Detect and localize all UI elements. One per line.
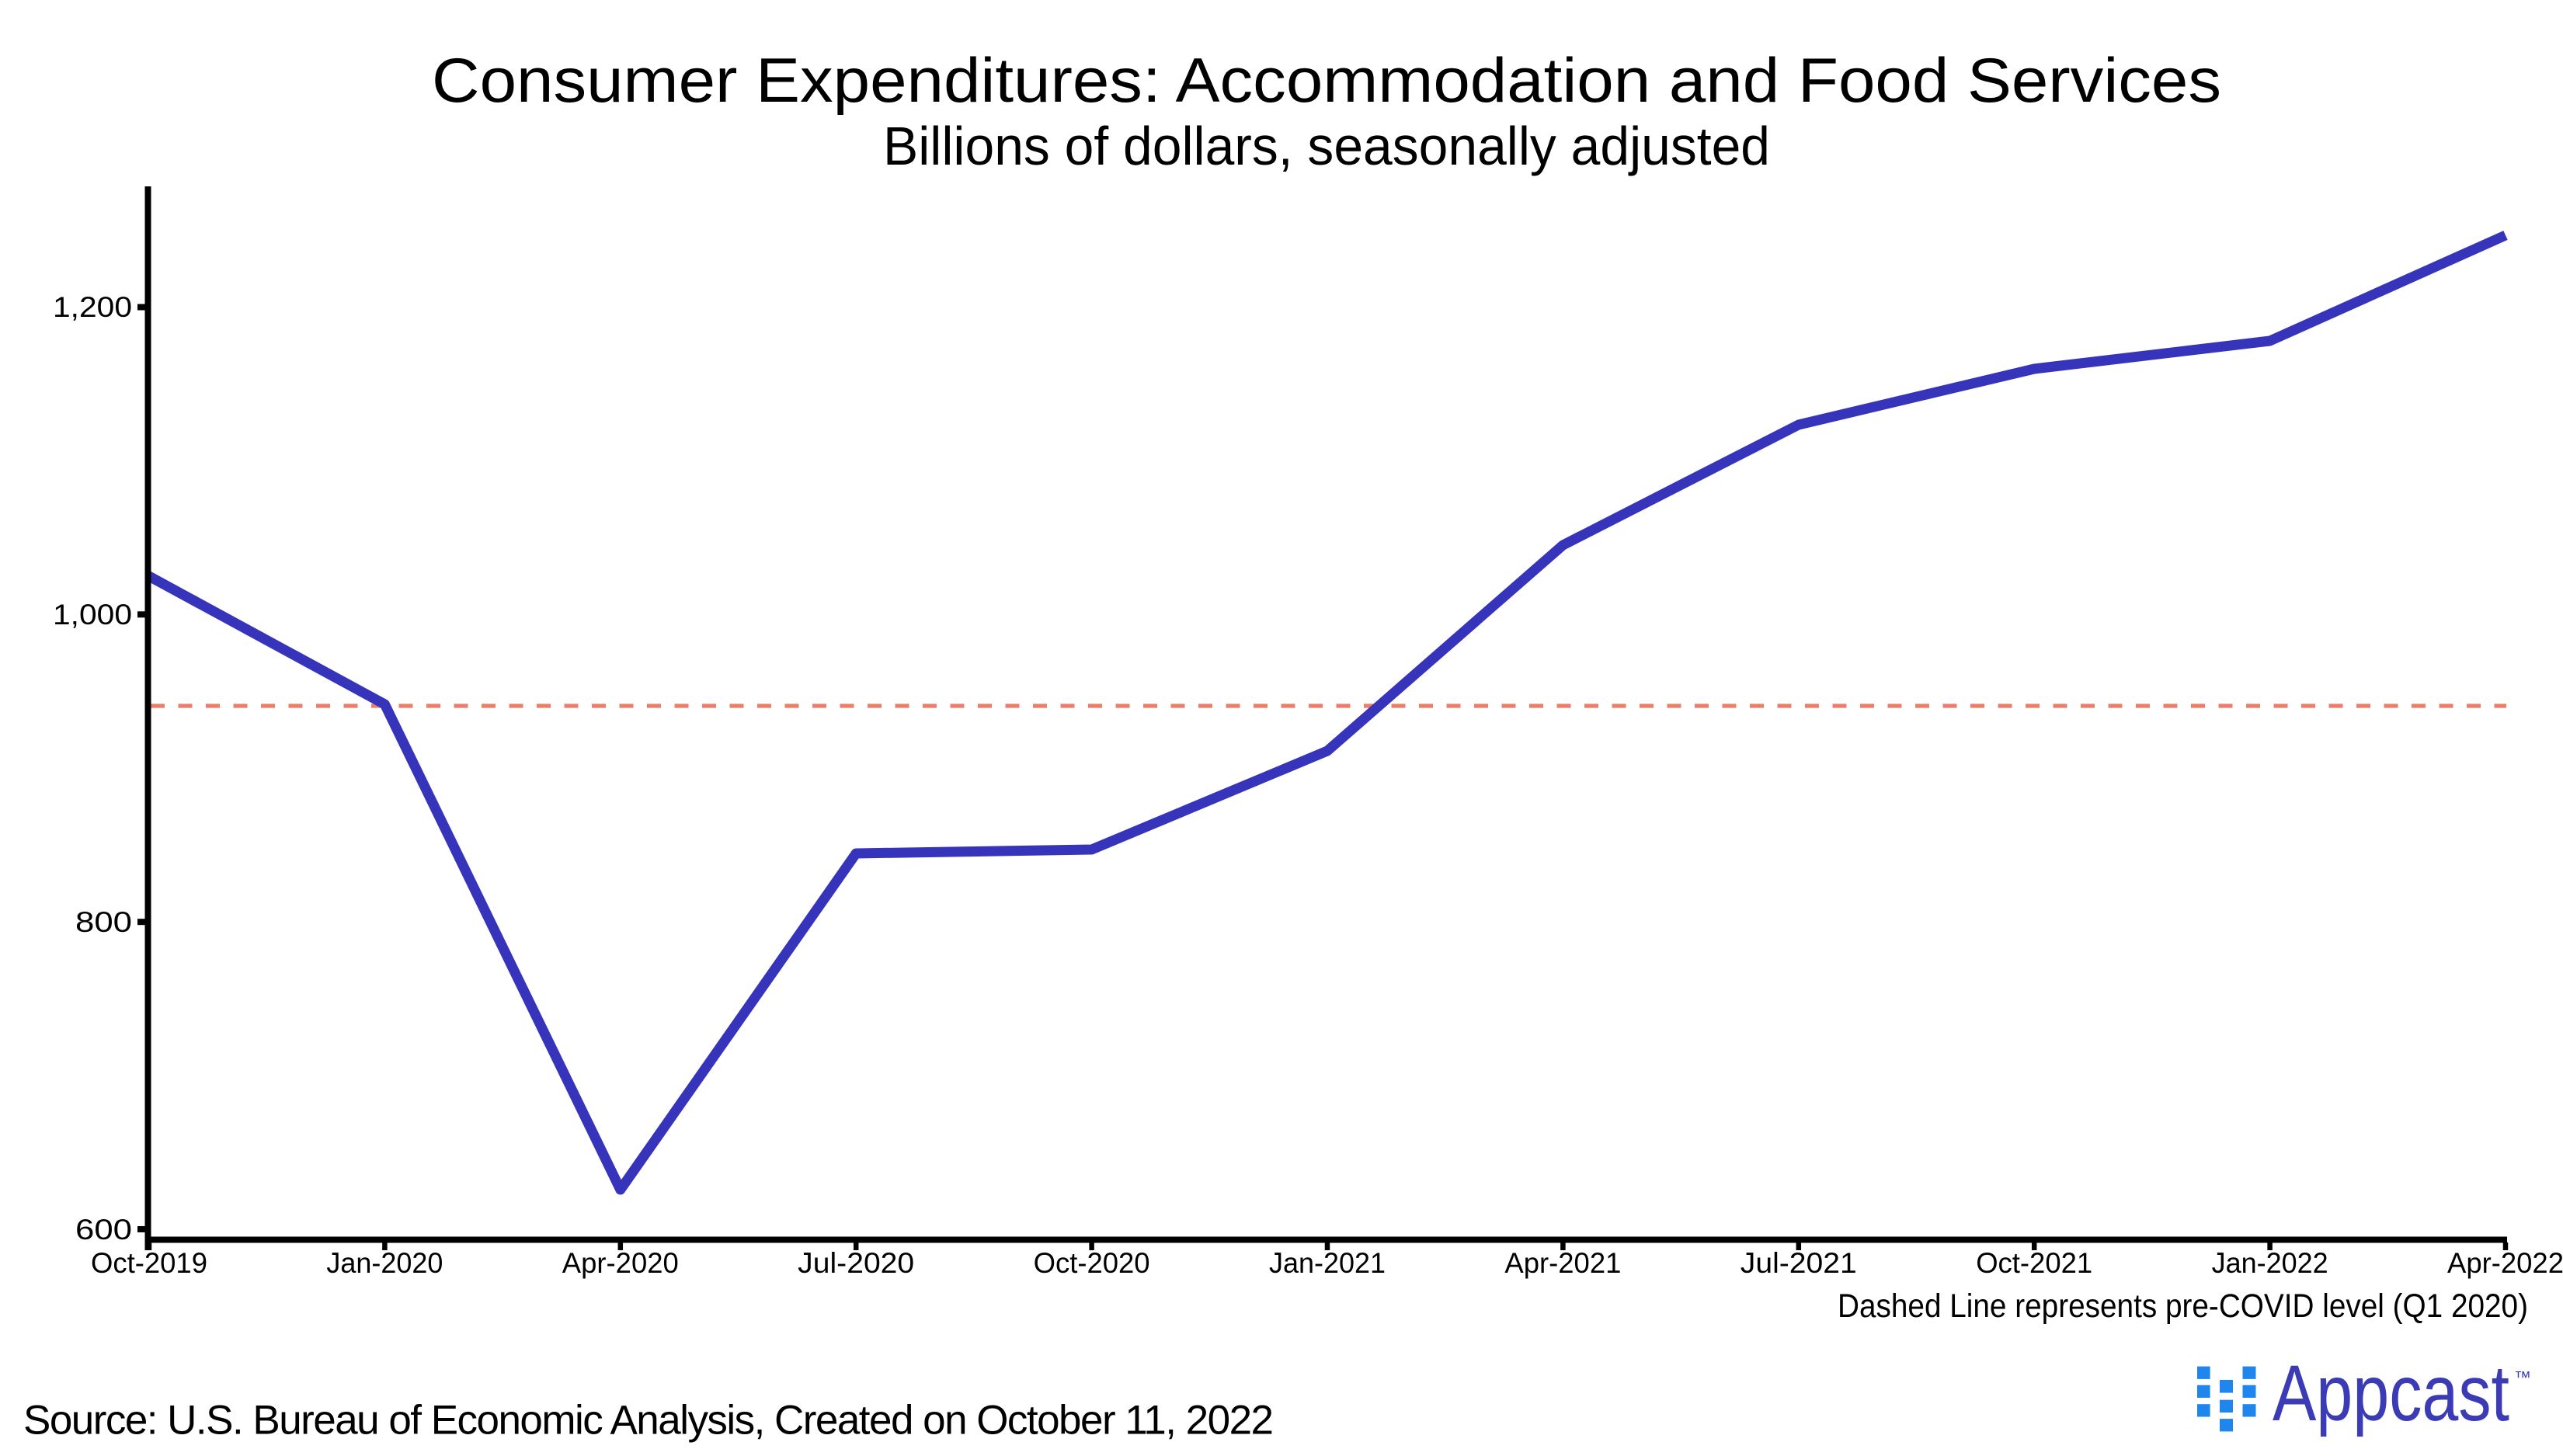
svg-text:1,000: 1,000 bbox=[53, 599, 132, 631]
svg-text:Oct-2021: Oct-2021 bbox=[1976, 1247, 2092, 1279]
svg-text:Appcast: Appcast bbox=[2273, 1349, 2509, 1437]
svg-text:Dashed Line represents pre-COV: Dashed Line represents pre-COVID level (… bbox=[1838, 1287, 2528, 1325]
svg-text:Jan-2021: Jan-2021 bbox=[1269, 1247, 1386, 1279]
svg-text:Oct-2020: Oct-2020 bbox=[1034, 1247, 1150, 1279]
svg-text:Jan-2022: Jan-2022 bbox=[2212, 1247, 2328, 1279]
svg-text:800: 800 bbox=[75, 906, 132, 938]
svg-text:Apr-2020: Apr-2020 bbox=[562, 1247, 679, 1279]
svg-text:Consumer Expenditures: Accommo: Consumer Expenditures: Accommodation and… bbox=[432, 46, 2221, 116]
svg-text:Apr-2022: Apr-2022 bbox=[2447, 1247, 2563, 1279]
svg-text:Oct-2019: Oct-2019 bbox=[91, 1247, 207, 1279]
svg-text:™: ™ bbox=[2514, 1367, 2531, 1387]
svg-text:600: 600 bbox=[75, 1214, 132, 1246]
svg-text:Billions of dollars, seasonall: Billions of dollars, seasonally adjusted bbox=[883, 116, 1770, 176]
svg-text:Source: U.S. Bureau of Economi: Source: U.S. Bureau of Economic Analysis… bbox=[23, 1398, 1274, 1444]
svg-text:Jul-2020: Jul-2020 bbox=[798, 1247, 914, 1279]
svg-text:Jan-2020: Jan-2020 bbox=[326, 1247, 443, 1279]
svg-text:Jul-2021: Jul-2021 bbox=[1741, 1247, 1857, 1279]
svg-text:Apr-2021: Apr-2021 bbox=[1504, 1247, 1621, 1279]
svg-text:1,200: 1,200 bbox=[53, 291, 132, 323]
